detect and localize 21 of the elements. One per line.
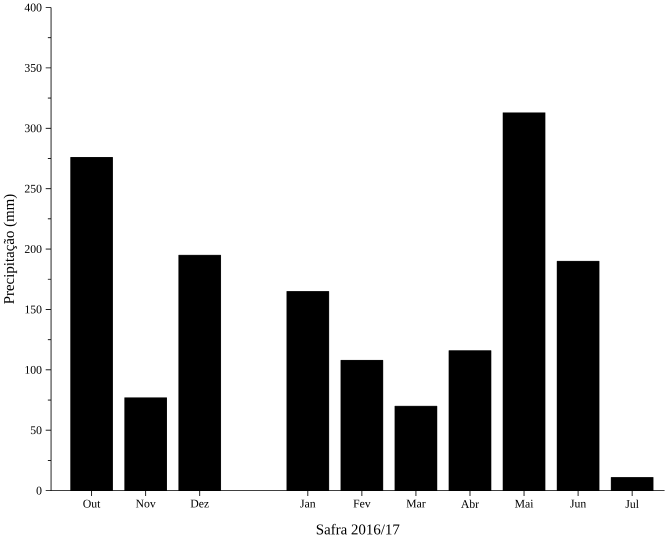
y-tick-label: 100	[25, 366, 42, 374]
x-tick-label: Jan	[300, 500, 316, 508]
x-tick-label: Abr	[460, 500, 479, 508]
x-tick-label: Nov	[136, 500, 156, 508]
y-tick-label: 0	[36, 486, 42, 495]
y-tick-label: 250	[24, 184, 42, 193]
y-tick-label: 400	[24, 4, 42, 12]
y-tick-label: 50	[30, 426, 42, 434]
x-tick-label: Mai	[514, 500, 534, 508]
y-axis-title: Precipitação (mm)	[4, 194, 18, 304]
x-tick-label: Out	[83, 500, 100, 508]
y-tick-label: 300	[24, 124, 42, 132]
x-tick-label: Fev	[353, 500, 371, 508]
y-tick-label: 200	[24, 245, 42, 254]
y-tick-label: 350	[24, 64, 42, 72]
x-tick-label: Jul	[626, 500, 639, 508]
y-tick-label: 150	[25, 306, 42, 314]
x-tick-label: Mar	[406, 500, 426, 508]
x-tick-label: Dez	[190, 500, 209, 508]
x-axis-title: Safra 2016/17	[316, 524, 400, 534]
x-tick-label: Jun	[570, 500, 586, 508]
